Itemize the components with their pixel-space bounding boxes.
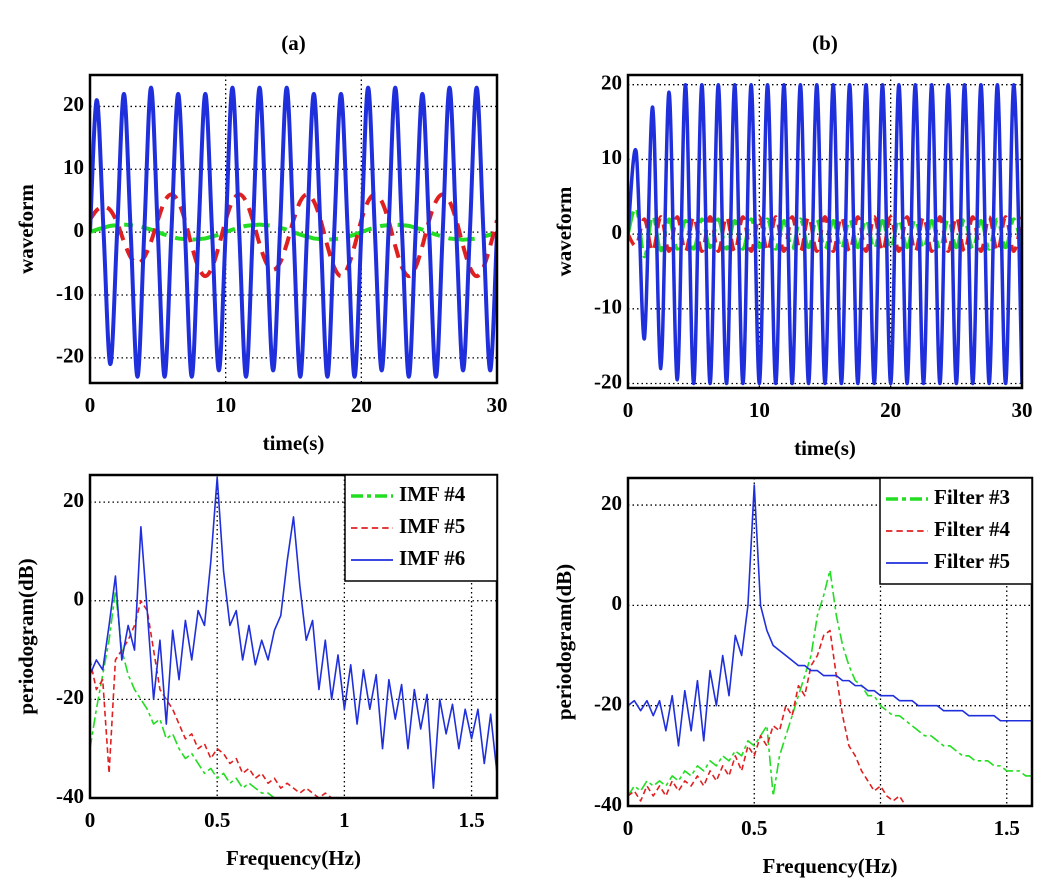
y-axis-label: periodogram(dB)	[14, 558, 38, 714]
legend-label: Filter #3	[934, 485, 1010, 509]
plot-frame	[626, 476, 1034, 808]
x-axis-label: time(s)	[263, 431, 325, 455]
x-tick-label: 30	[487, 393, 508, 417]
plot-lines	[90, 476, 497, 798]
x-tick-label: 1	[339, 808, 350, 832]
y-tick-label: 0	[74, 587, 85, 611]
legend-label: Filter #4	[934, 517, 1011, 541]
legend: Filter #3 Filter #4 Filter #5	[879, 477, 1033, 585]
x-tick-label: 20	[351, 393, 372, 417]
plot-lines	[628, 484, 1032, 806]
x-tick-label: 0.5	[204, 808, 230, 832]
plot-frame	[88, 473, 499, 800]
series-line	[628, 215, 1022, 254]
y-tick-label: -40	[594, 792, 622, 816]
y-tick-label: -20	[56, 344, 84, 368]
y-tick-label: 0	[74, 218, 85, 242]
y-tick-label: -20	[594, 369, 622, 393]
panel: 0 0.5 1 1.5 -40 -20 0 20 Frequency(Hz) periodogra…	[552, 476, 1034, 878]
series-line	[628, 629, 1032, 806]
y-tick-label: 0	[612, 591, 623, 615]
panel: 0 10 20 30 -20 -10 0 10 20 (a) time(s) waveform	[14, 31, 508, 455]
y-axis-label: waveform	[552, 186, 576, 276]
y-tick-label: 20	[601, 71, 622, 95]
x-tick-label: 1	[875, 816, 886, 840]
y-tick-label: 20	[63, 488, 84, 512]
legend-label: Filter #5	[934, 549, 1010, 573]
panel-title: (a)	[281, 31, 306, 55]
x-tick-label: 0	[623, 816, 634, 840]
x-tick-label: 0	[85, 393, 96, 417]
y-tick-label: -20	[594, 692, 622, 716]
legend-label: IMF #5	[399, 514, 465, 538]
x-axis-label: Frequency(Hz)	[763, 854, 898, 878]
legend-box	[879, 477, 1033, 585]
legend-label: IMF #6	[399, 546, 465, 570]
legend-box	[344, 474, 498, 582]
series-line	[628, 569, 1032, 797]
plot-lines	[628, 82, 1022, 386]
legend: IMF #4 IMF #5 IMF #6	[344, 474, 498, 582]
panel: 0 0.5 1 1.5 -40 -20 0 20 Frequency(Hz) periodogra…	[14, 473, 499, 870]
y-tick-label: -10	[56, 281, 84, 305]
y-axis-label: periodogram(dB)	[552, 564, 576, 720]
series-line	[90, 85, 497, 379]
series-line	[628, 206, 1022, 259]
series-line	[90, 476, 497, 789]
x-axis-label: time(s)	[794, 436, 856, 460]
y-tick-label: -20	[56, 685, 84, 709]
x-tick-label: 10	[749, 398, 770, 422]
y-tick-label: 10	[601, 145, 622, 169]
x-axis-label: Frequency(Hz)	[226, 846, 361, 870]
x-tick-label: 30	[1012, 398, 1033, 422]
series-line	[90, 590, 497, 798]
legend-label: IMF #4	[399, 482, 466, 506]
series-line	[628, 484, 1032, 747]
x-tick-label: 0	[623, 398, 634, 422]
y-tick-label: 0	[612, 220, 623, 244]
x-tick-label: 0	[85, 808, 96, 832]
y-tick-label: -40	[56, 784, 84, 808]
x-tick-label: 10	[215, 393, 236, 417]
plot-frame	[88, 73, 499, 385]
y-tick-label: 20	[601, 491, 622, 515]
x-tick-label: 20	[880, 398, 901, 422]
plot-lines	[90, 85, 497, 379]
series-line	[90, 599, 497, 798]
y-tick-label: -10	[594, 295, 622, 319]
y-tick-label: 10	[63, 155, 84, 179]
y-axis-label: waveform	[14, 184, 38, 274]
y-tick-label: 20	[63, 92, 84, 116]
x-tick-label: 1.5	[994, 816, 1020, 840]
x-tick-label: 0.5	[741, 816, 767, 840]
plot-frame	[626, 73, 1024, 390]
series-line	[628, 82, 1022, 386]
panel: 0 10 20 30 -20 -10 0 10 20 (b) time(s) waveform	[552, 31, 1033, 460]
panel-title: (b)	[812, 31, 838, 55]
x-tick-label: 1.5	[458, 808, 484, 832]
